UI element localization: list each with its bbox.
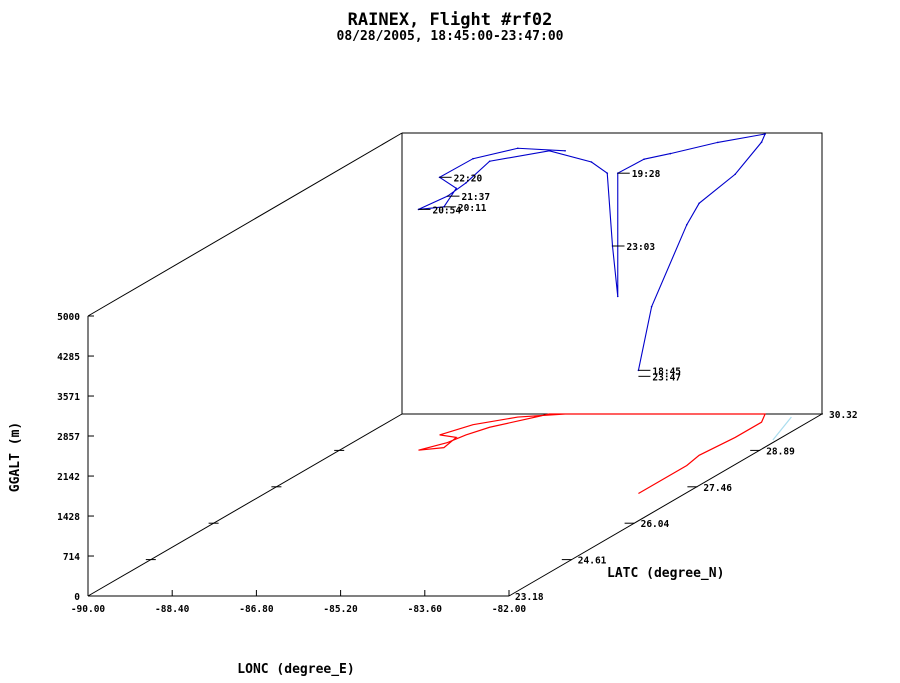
flight-track-point [698, 202, 700, 205]
y-tick-group: 23.18 24.61 26.04 27.46 28.89 30.32 [145, 410, 858, 603]
flight-track-point [455, 187, 458, 190]
time-label: 21:37 [461, 192, 490, 203]
time-label: 23:47 [652, 372, 681, 383]
x-tick-label: -86.80 [239, 604, 274, 615]
y-axis-line [508, 413, 823, 597]
flight-track-point [760, 141, 763, 143]
flight-track-point [716, 141, 719, 144]
z-tick-label: 2857 [57, 432, 80, 443]
z-tick-label: 0 [74, 592, 80, 603]
z-tick-label: 1428 [57, 512, 80, 523]
z-tick-group: 0 714 1428 2142 2857 3571 4285 5000 [57, 312, 94, 603]
left-wall-bottom-edge [87, 413, 403, 597]
x-tick-label: -90.00 [71, 604, 106, 615]
x-tick-label: -88.40 [155, 604, 190, 615]
flight-track-point [650, 305, 653, 308]
x-tick-group: -90.00 -88.40 -86.80 -85.20 -83.60 -82.00 [71, 590, 527, 615]
plot-frame [87, 132, 823, 597]
flight-track-point [465, 182, 467, 184]
z-tick-label: 5000 [57, 312, 80, 323]
flight-track-point [472, 157, 474, 160]
flight-track-line [418, 133, 767, 371]
flight-track-point [516, 147, 519, 150]
flight-track-point [606, 172, 609, 174]
flight-track-point [564, 150, 566, 152]
time-label: 20:54 [432, 205, 461, 216]
flight-track-point [590, 161, 593, 163]
y-tick-label: 30.32 [829, 410, 858, 421]
time-label: 19:28 [632, 169, 661, 180]
time-label: 20:11 [458, 203, 487, 214]
ground-track-line-secondary [772, 416, 792, 441]
flight-track-point [643, 158, 645, 160]
y-axis-label: LATC (degree_N) [607, 566, 724, 581]
ground-track-projection [418, 413, 792, 495]
time-label: 22:20 [454, 173, 483, 184]
y-tick-label: 28.89 [766, 446, 795, 457]
chart-subtitle: 08/28/2005, 18:45:00-23:47:00 [337, 29, 564, 44]
z-tick-label: 2142 [57, 472, 80, 483]
y-tick-label: 27.46 [703, 483, 732, 494]
flight-track-3d [417, 133, 767, 372]
time-label: 18:45 [652, 366, 681, 377]
y-tick-label: 26.04 [641, 519, 670, 530]
flight-track-point [548, 150, 551, 152]
left-wall-top-edge [87, 132, 403, 317]
x-tick-label: -83.60 [408, 604, 443, 615]
y-tick-label: 24.61 [578, 556, 607, 567]
z-tick-label: 714 [63, 552, 80, 563]
ground-track-line [418, 413, 767, 495]
flight-track-point [686, 223, 688, 226]
y-tick-label: 23.18 [515, 592, 544, 603]
chart-title: RAINEX, Flight #rf02 [348, 10, 553, 30]
z-tick-label: 4285 [57, 352, 80, 363]
flight-track-point [764, 133, 766, 135]
z-axis-label: GGALT (m) [8, 422, 23, 492]
flight-track-point [669, 152, 672, 155]
flight-track-point [734, 173, 736, 176]
x-tick-label: -82.00 [492, 604, 527, 615]
z-tick-label: 3571 [57, 392, 80, 403]
time-label: 23:03 [627, 242, 656, 253]
x-tick-label: -85.20 [323, 604, 358, 615]
x-axis-label: LONC (degree_E) [237, 662, 354, 677]
flight-track-point [488, 160, 491, 163]
flight-track-point [616, 295, 619, 298]
